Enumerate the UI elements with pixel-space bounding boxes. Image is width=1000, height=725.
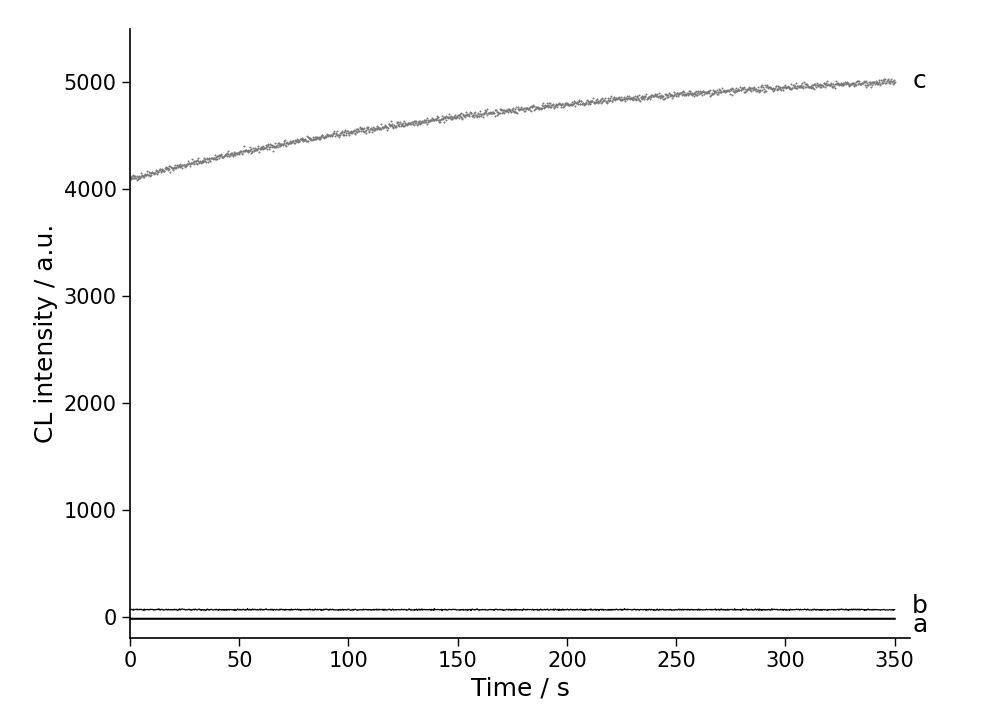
Text: c: c [912,70,926,94]
Text: b: b [912,594,928,618]
Y-axis label: CL intensity / a.u.: CL intensity / a.u. [34,224,58,443]
X-axis label: Time / s: Time / s [471,676,569,701]
Text: a: a [912,613,927,637]
